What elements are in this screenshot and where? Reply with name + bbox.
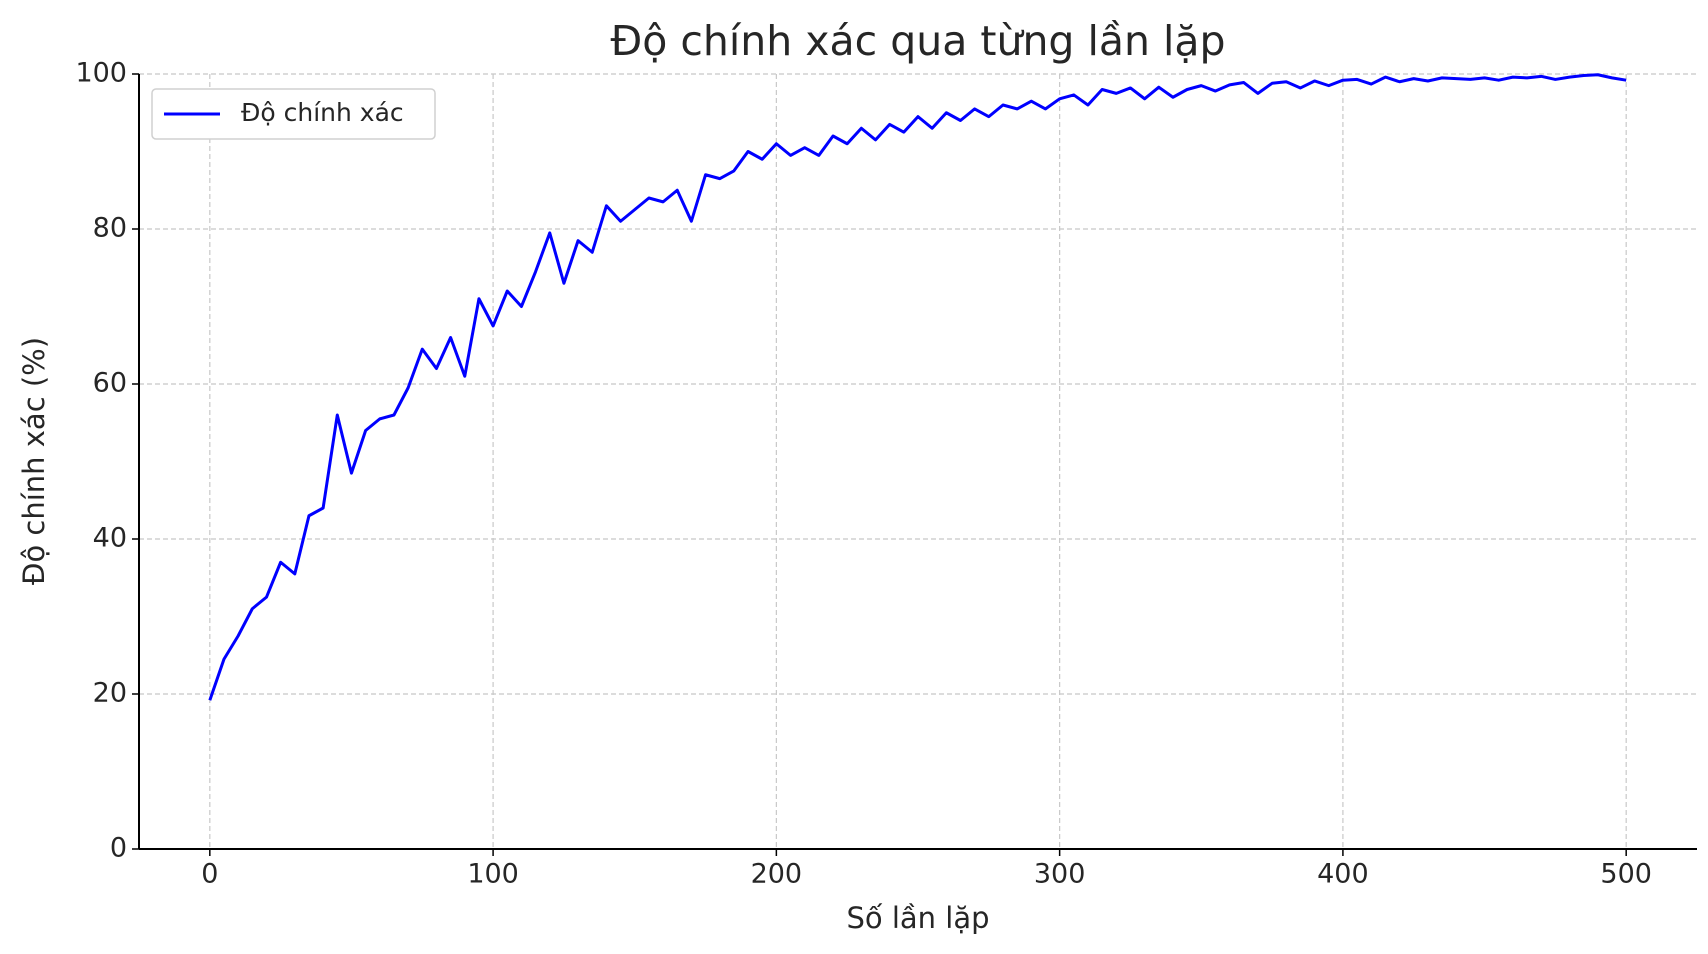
x-tick-label: 500 xyxy=(1600,859,1652,890)
y-tick-label: 40 xyxy=(93,523,127,554)
x-axis-label: Số lần lặp xyxy=(846,901,989,935)
x-tick-label: 100 xyxy=(467,859,519,890)
y-axis-label: Độ chính xác (%) xyxy=(17,337,51,585)
x-tick-label: 0 xyxy=(201,859,218,890)
legend-label: Độ chính xác xyxy=(241,98,404,127)
x-tick-label: 200 xyxy=(751,859,803,890)
y-tick-label: 100 xyxy=(75,58,127,89)
y-tick-label: 20 xyxy=(93,678,127,709)
y-tick-label: 60 xyxy=(93,368,127,399)
x-tick-label: 300 xyxy=(1034,859,1086,890)
chart-title: Độ chính xác qua từng lần lặp xyxy=(610,17,1225,65)
y-tick-label: 0 xyxy=(110,833,127,864)
y-tick-label: 80 xyxy=(93,213,127,244)
legend: Độ chính xác xyxy=(151,88,436,140)
x-tick-label: 400 xyxy=(1317,859,1369,890)
legend-box xyxy=(151,88,436,140)
data-line xyxy=(208,73,1627,701)
